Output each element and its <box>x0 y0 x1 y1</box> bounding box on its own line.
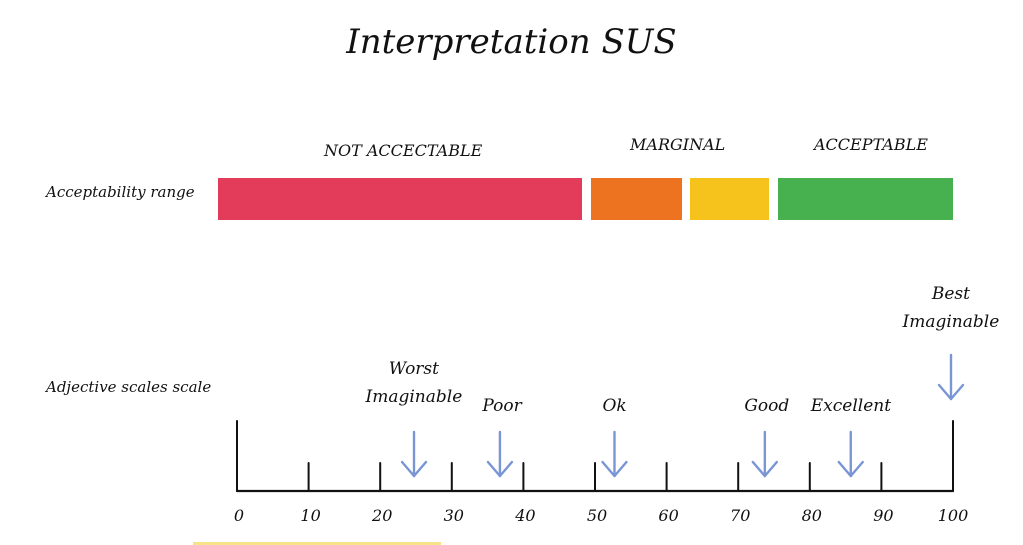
adjective-scale-label: Adjective scales scale <box>46 378 212 396</box>
adjective-label-5: Best Imaginable <box>902 284 1000 332</box>
page-title: Interpretation SUS <box>346 22 677 62</box>
zone-label-not-acceptable: NOT ACCECTABLE <box>324 141 483 160</box>
scale-tick-label-60: 60 <box>658 506 678 525</box>
arrow-excellent <box>837 430 864 478</box>
arrow-ok <box>601 430 628 478</box>
acceptability-range-label: Acceptability range <box>46 183 195 201</box>
adjective-label-3: Good <box>744 396 790 416</box>
arrow-good <box>751 430 779 478</box>
scale-tick-label-0: 0 <box>234 506 244 525</box>
arrow-poor <box>486 430 514 478</box>
arrow-best-imaginable <box>937 353 965 401</box>
adjective-label-4: Excellent <box>810 396 892 416</box>
zone-label-marginal: MARGINAL <box>630 135 726 154</box>
scale-tick-label-20: 20 <box>371 506 392 525</box>
acceptability-bar-0 <box>218 178 582 220</box>
scale-tick-label-80: 80 <box>802 506 822 525</box>
scale-tick-label-100: 100 <box>938 506 969 525</box>
scale-tick-label-10: 10 <box>300 506 320 525</box>
scale-tick-label-90: 90 <box>873 506 893 525</box>
scale-tick-label-70: 70 <box>730 506 750 525</box>
acceptability-bar-3 <box>778 178 953 220</box>
arrow-worst-imaginable <box>400 430 428 478</box>
scale-tick-label-40: 40 <box>514 506 535 525</box>
adjective-label-0: Worst Imaginable <box>365 359 463 407</box>
scale-tick-label-30: 30 <box>444 506 464 525</box>
adjective-label-2: Ok <box>602 396 627 416</box>
adjective-label-1: Poor <box>482 396 522 416</box>
acceptability-bar-2 <box>690 178 769 220</box>
yellow-underline-fragment <box>193 542 441 545</box>
scale-tick-label-50: 50 <box>587 506 607 525</box>
acceptability-bar-1 <box>591 178 682 220</box>
zone-label-acceptable: ACCEPTABLE <box>814 135 928 154</box>
